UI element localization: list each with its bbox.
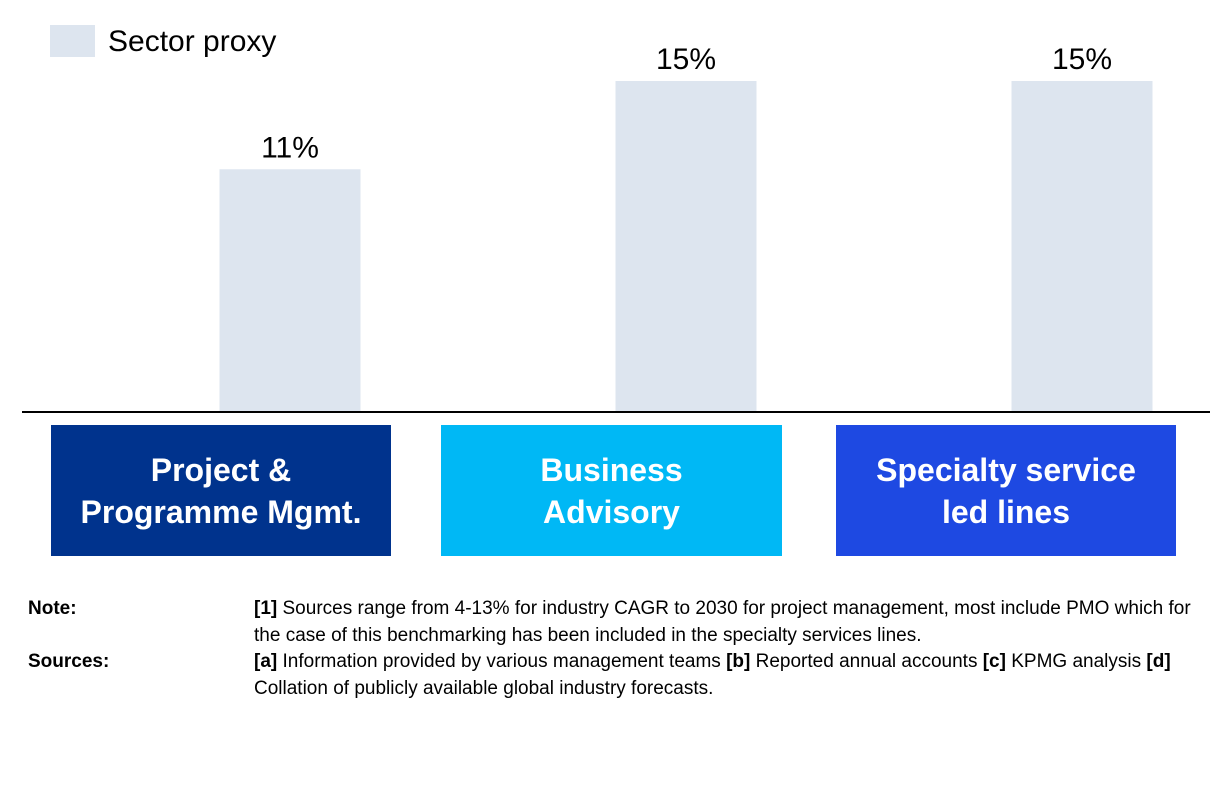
category-label-line2: led lines — [941, 493, 1071, 530]
note-label: Note: — [28, 598, 77, 619]
note-body: Sources range from 4-13% for industry CA… — [254, 598, 1191, 646]
footnotes: Note: [1] Sources range from 4-13% for i… — [28, 596, 1198, 702]
bars-layer — [219, 81, 1153, 412]
source-ref-c: [c] — [982, 651, 1006, 672]
data-label-3: 15% — [1052, 43, 1112, 76]
data-labels-layer: 11% 15% 15% — [261, 43, 1112, 164]
source-text-b: Reported annual accounts — [750, 651, 983, 672]
category-label-line1: Business — [540, 451, 683, 488]
category-box-project-programme: Project & Programme Mgmt. — [51, 425, 391, 556]
note-ref: [1] — [254, 598, 278, 619]
source-text-a: Information provided by various manageme… — [277, 651, 727, 672]
source-ref-d: [d] — [1146, 651, 1171, 672]
bar-1 — [219, 169, 361, 412]
category-label-line1: Specialty service — [876, 451, 1136, 488]
source-text-c: KPMG analysis — [1005, 651, 1147, 672]
sources-text: [a] Information provided by various mana… — [254, 649, 1198, 702]
data-label-2: 15% — [656, 43, 716, 76]
category-label-line1: Project & — [150, 451, 292, 488]
source-ref-b: [b] — [726, 651, 751, 672]
category-box-business-advisory: Business Advisory — [441, 425, 782, 556]
source-text-d: Collation of publicly available global i… — [254, 677, 714, 699]
category-label-line2: Programme Mgmt. — [80, 493, 362, 530]
sources-label: Sources: — [28, 651, 110, 672]
category-label-line2: Advisory — [543, 493, 680, 530]
legend-label: Sector proxy — [108, 25, 277, 58]
legend-swatch — [50, 25, 95, 57]
note-text: [1] Sources range from 4-13% for industr… — [254, 596, 1198, 649]
bar-chart: 11% 15% 15% — [22, 43, 1210, 413]
bar-2 — [615, 81, 757, 412]
bar-3 — [1011, 81, 1153, 412]
sources-row: Sources: [a] Information provided by var… — [28, 649, 1198, 702]
note-row: Note: [1] Sources range from 4-13% for i… — [28, 596, 1198, 649]
data-label-1: 11% — [261, 131, 319, 164]
source-ref-a: [a] — [254, 651, 278, 672]
category-box-specialty-service: Specialty service led lines — [836, 425, 1176, 556]
